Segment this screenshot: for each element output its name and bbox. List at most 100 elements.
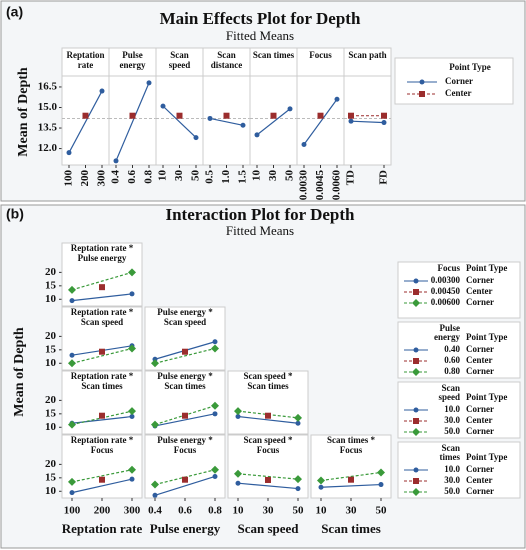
x-tick-label: FD bbox=[378, 170, 390, 185]
panel-cell bbox=[61, 370, 143, 435]
low-point bbox=[212, 473, 218, 479]
legend-level: 10.0 bbox=[444, 464, 460, 474]
high-point bbox=[68, 477, 76, 486]
legend-marker bbox=[413, 347, 419, 353]
panel-title: Pulse energy * bbox=[157, 435, 213, 445]
x-tick-label: 200 bbox=[94, 505, 111, 517]
corner-point bbox=[348, 118, 354, 124]
legend-header: Scan bbox=[441, 443, 460, 453]
legend-level: 10.0 bbox=[444, 404, 460, 414]
legend-level: 0.00600 bbox=[431, 297, 461, 307]
center-point bbox=[270, 112, 277, 119]
panel-title: Pulse energy bbox=[78, 253, 127, 263]
panel-cell bbox=[144, 370, 226, 435]
corner-point bbox=[99, 88, 105, 94]
legend-level: 30.0 bbox=[444, 415, 460, 425]
x-factor-name: Pulse energy bbox=[150, 521, 221, 536]
legend-type: Corner bbox=[466, 426, 494, 436]
factor-name: speed bbox=[169, 60, 191, 70]
plot-cell bbox=[155, 75, 204, 166]
center-point bbox=[182, 476, 188, 483]
corner-point bbox=[146, 80, 152, 86]
high-point bbox=[151, 480, 159, 489]
legend-marker bbox=[413, 407, 419, 413]
low-point bbox=[152, 492, 158, 498]
factor-name: energy bbox=[120, 60, 146, 70]
y-tick-label: 15 bbox=[45, 279, 57, 291]
legend-level: 0.40 bbox=[444, 344, 460, 354]
panel-cell bbox=[61, 434, 143, 499]
x-tick-label: 10 bbox=[233, 505, 245, 517]
panel-title: Scan times bbox=[164, 381, 206, 391]
center-point bbox=[99, 284, 105, 291]
low-point bbox=[295, 486, 301, 492]
center-point bbox=[348, 112, 354, 119]
x-tick-label: 0.6 bbox=[126, 170, 138, 184]
y-tick-label: 10 bbox=[45, 485, 57, 497]
high-point bbox=[294, 413, 302, 422]
chart-title: Main Effects Plot for Depth bbox=[160, 9, 361, 28]
y-tick-label: 12.0 bbox=[38, 142, 58, 154]
low-point bbox=[69, 490, 75, 496]
low-point bbox=[235, 480, 241, 486]
legend-level: 0.00300 bbox=[431, 275, 461, 285]
legend-type: Corner bbox=[466, 404, 494, 414]
y-tick-label: 20 bbox=[45, 394, 57, 406]
high-point bbox=[234, 407, 242, 416]
legend-level: 0.80 bbox=[444, 366, 460, 376]
low-line bbox=[237, 482, 299, 490]
legend-type: Corner bbox=[466, 464, 494, 474]
y-tick-label: 15 bbox=[45, 343, 57, 355]
x-tick-label: 50 bbox=[293, 505, 305, 517]
factor-name: Scan times bbox=[253, 50, 295, 60]
low-line bbox=[320, 483, 382, 488]
corner-point bbox=[334, 96, 340, 102]
high-line bbox=[71, 347, 133, 364]
low-point bbox=[129, 291, 135, 297]
y-tick-label: 16.5 bbox=[38, 80, 58, 92]
low-point bbox=[212, 339, 218, 345]
legend-level: 50.0 bbox=[444, 426, 460, 436]
legend-marker bbox=[413, 478, 419, 484]
panel-cell bbox=[61, 242, 143, 307]
header-cell bbox=[202, 47, 251, 77]
legend-header: Focus bbox=[438, 263, 461, 273]
center-point bbox=[265, 412, 271, 419]
x-tick-label: 100 bbox=[64, 505, 81, 517]
high-line bbox=[71, 469, 133, 483]
center-point bbox=[265, 476, 271, 483]
x-tick-label: 10 bbox=[157, 170, 169, 182]
corner-point bbox=[66, 150, 72, 156]
high-point bbox=[211, 344, 219, 353]
panel-label: (b) bbox=[6, 206, 24, 222]
low-line bbox=[71, 478, 133, 494]
x-tick-label: 100 bbox=[63, 170, 75, 187]
x-tick-label: 300 bbox=[96, 170, 108, 187]
panel-title: Scan speed * bbox=[243, 371, 293, 381]
high-point bbox=[128, 268, 136, 277]
center-point bbox=[223, 112, 230, 119]
x-factor-name: Scan speed bbox=[237, 521, 299, 536]
legend-type-header: Point Type bbox=[466, 452, 507, 462]
legend-type: Center bbox=[466, 415, 493, 425]
low-line bbox=[71, 293, 133, 302]
corner-point bbox=[207, 115, 213, 121]
y-tick-label: 10 bbox=[45, 293, 57, 305]
center-point bbox=[82, 112, 89, 119]
legend-type: Corner bbox=[466, 366, 494, 376]
legend-type: Corner bbox=[466, 486, 494, 496]
legend-box bbox=[394, 57, 514, 105]
panel-title: Pulse energy * bbox=[157, 307, 213, 317]
corner-line bbox=[256, 108, 291, 136]
high-point bbox=[68, 359, 76, 368]
center-point bbox=[99, 476, 105, 483]
corner-line bbox=[115, 82, 150, 162]
x-tick-label: 0.0030 bbox=[298, 170, 310, 201]
high-point bbox=[294, 475, 302, 484]
x-factor-name: Reptation rate bbox=[62, 521, 143, 536]
x-tick-label: 200 bbox=[79, 170, 91, 187]
legend-marker bbox=[413, 278, 419, 284]
low-point bbox=[69, 352, 75, 358]
center-point bbox=[176, 112, 183, 119]
x-tick-label: 0.8 bbox=[143, 170, 155, 184]
